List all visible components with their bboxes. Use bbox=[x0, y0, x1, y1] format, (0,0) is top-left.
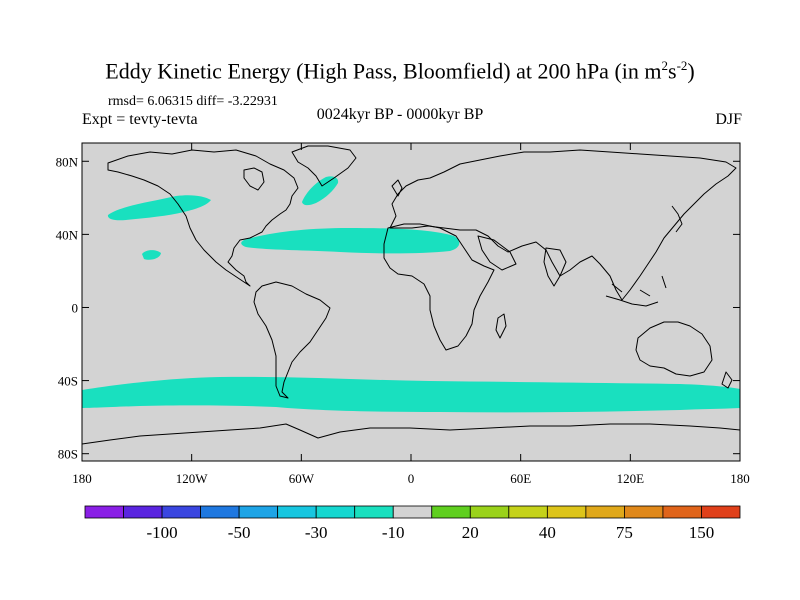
lon-tick-label: 60W bbox=[289, 471, 315, 486]
lon-tick-label: 0 bbox=[408, 471, 415, 486]
colorbar-swatch bbox=[200, 505, 240, 519]
period-label: 0024kyr BP - 0000kyr BP bbox=[316, 106, 484, 123]
colorbar-label: -10 bbox=[382, 523, 405, 542]
lon-tick-label: 120E bbox=[617, 471, 645, 486]
colorbar-swatch bbox=[315, 505, 356, 519]
coastline-australia bbox=[635, 321, 713, 377]
colorbar-swatch bbox=[161, 505, 201, 519]
coastline-hudson-bay bbox=[243, 167, 265, 191]
coastline-india bbox=[543, 247, 567, 287]
colorbar-label: 20 bbox=[462, 523, 479, 542]
anomaly-north-atlantic bbox=[302, 176, 339, 206]
coastline-arabia bbox=[477, 235, 517, 271]
colorbar-swatch bbox=[469, 505, 510, 519]
colorbar-swatch bbox=[624, 505, 664, 519]
lon-tick-label: 180 bbox=[730, 471, 750, 486]
anomaly-regions bbox=[82, 176, 740, 413]
colorbar-swatch bbox=[431, 505, 471, 519]
latitude-axis: 80N 40N 0 40S 80S bbox=[56, 154, 740, 462]
longitude-axis: 180 120W 60W 0 60E 120E 180 bbox=[72, 143, 750, 486]
lat-tick-label: 80N bbox=[56, 154, 79, 169]
anomaly-southern-ocean bbox=[82, 376, 740, 413]
colorbar-label: -100 bbox=[146, 523, 177, 542]
colorbar: -100 -50 -30 -10 20 40 75 150 bbox=[84, 505, 741, 542]
lat-tick-label: 40N bbox=[56, 227, 79, 242]
coastline-japan bbox=[671, 205, 683, 233]
map-panel: 80N 40N 0 40S 80S 180 120W 60W 0 60E 120E 180 bbox=[56, 142, 750, 486]
coastline-madagascar bbox=[495, 313, 507, 339]
lat-tick-label: 0 bbox=[72, 300, 79, 315]
colorbar-swatch bbox=[354, 505, 394, 519]
coastline-north-america bbox=[107, 149, 299, 287]
colorbar-label: -30 bbox=[305, 523, 328, 542]
experiment-label: Expt = tevty-tevta bbox=[82, 111, 198, 128]
lat-tick-label: 40S bbox=[58, 374, 78, 389]
colorbar-label: 75 bbox=[616, 523, 633, 542]
colorbar-label: 40 bbox=[539, 523, 556, 542]
colorbar-swatch bbox=[662, 505, 702, 519]
colorbar-swatch bbox=[123, 505, 163, 519]
lon-tick-label: 120W bbox=[176, 471, 209, 486]
lon-tick-label: 180 bbox=[72, 471, 92, 486]
colorbar-swatch bbox=[508, 505, 548, 519]
season-label: DJF bbox=[715, 111, 742, 128]
anomaly-subtropical-pacific bbox=[142, 250, 161, 260]
lat-tick-label: 80S bbox=[58, 447, 78, 462]
colorbar-swatch bbox=[277, 505, 317, 519]
coastline-eurasia bbox=[389, 149, 737, 301]
coastlines bbox=[81, 145, 741, 445]
lon-tick-label: 60E bbox=[510, 471, 531, 486]
coastline-africa bbox=[383, 223, 495, 351]
plot-title: Eddy Kinetic Energy (High Pass, Bloomfie… bbox=[105, 58, 695, 84]
anomaly-north-pacific bbox=[107, 195, 211, 221]
colorbar-swatch bbox=[585, 505, 625, 519]
coastline-greenland bbox=[291, 145, 357, 187]
colorbar-label: 150 bbox=[689, 523, 715, 542]
coastline-south-america bbox=[253, 281, 331, 399]
coastline-uk bbox=[391, 179, 403, 197]
colorbar-swatch bbox=[238, 505, 279, 519]
map-background bbox=[82, 143, 740, 461]
colorbar-swatch bbox=[392, 505, 433, 519]
coastline-indonesia bbox=[605, 275, 667, 307]
anomaly-subtropical-jet bbox=[241, 228, 460, 254]
colorbar-swatch bbox=[546, 505, 587, 519]
colorbar-swatch bbox=[701, 505, 741, 519]
coastline-new-zealand bbox=[721, 371, 733, 389]
colorbar-label: -50 bbox=[228, 523, 251, 542]
colorbar-swatch bbox=[84, 505, 124, 519]
coastline-antarctica bbox=[81, 423, 741, 445]
stats-text: rmsd= 6.06315 diff= -3.22931 bbox=[108, 94, 278, 109]
